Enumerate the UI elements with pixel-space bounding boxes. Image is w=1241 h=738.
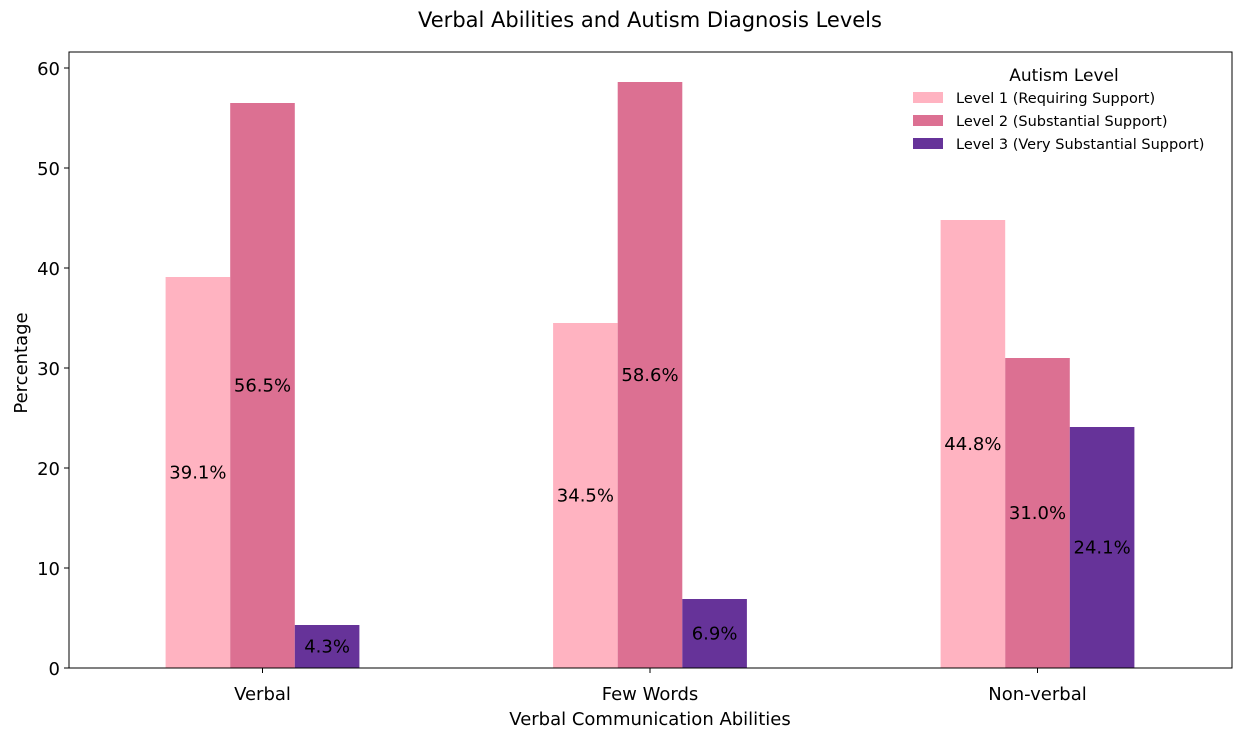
bar — [230, 103, 295, 668]
y-tick-label: 20 — [37, 459, 60, 480]
chart-title: Verbal Abilities and Autism Diagnosis Le… — [418, 8, 882, 32]
bar-value-label: 56.5% — [234, 376, 291, 397]
x-axis-label: Verbal Communication Abilities — [509, 709, 790, 730]
y-axis: 0 10 20 30 40 50 60 — [37, 59, 69, 680]
x-tick-label: Verbal — [234, 684, 291, 705]
y-axis-label: Percentage — [11, 312, 32, 413]
bar-value-label: 34.5% — [557, 486, 614, 507]
bar-value-label: 39.1% — [169, 463, 226, 484]
bar-value-label: 24.1% — [1074, 538, 1131, 559]
y-tick-label: 60 — [37, 59, 60, 80]
bar — [165, 277, 231, 668]
legend-swatch — [913, 92, 943, 103]
bar-value-label: 58.6% — [621, 365, 678, 386]
bars-group — [165, 82, 1135, 668]
bar-value-label: 4.3% — [304, 637, 350, 658]
legend-entry-label: Level 1 (Requiring Support) — [956, 91, 1155, 107]
legend-entry-label: Level 3 (Very Substantial Support) — [956, 137, 1204, 153]
legend-entry-label: Level 2 (Substantial Support) — [956, 114, 1168, 130]
bar — [940, 220, 1006, 668]
data-labels-group: 39.1% 34.5% 44.8% 56.5% 58.6% 31.0% 4.3% 6.9% 24… — [169, 365, 1130, 658]
bar — [1069, 427, 1135, 668]
y-tick-label: 40 — [37, 259, 60, 280]
x-axis: Verbal Few Words Non-verbal — [234, 668, 1087, 705]
legend: Autism Level Level 1 (Requiring Support)… — [913, 66, 1204, 153]
bar — [682, 599, 747, 668]
bar — [553, 323, 618, 668]
bar — [617, 82, 683, 668]
legend-swatch — [913, 138, 943, 149]
bar — [1005, 358, 1070, 668]
x-tick-label: Non-verbal — [988, 684, 1086, 705]
bar-value-label: 31.0% — [1009, 503, 1066, 524]
y-tick-label: 10 — [37, 559, 60, 580]
legend-title: Autism Level — [1009, 66, 1119, 86]
y-tick-label: 30 — [37, 359, 60, 380]
x-tick-label: Few Words — [602, 684, 699, 705]
y-tick-label: 50 — [37, 159, 60, 180]
bar-value-label: 44.8% — [944, 434, 1001, 455]
bar-value-label: 6.9% — [692, 624, 738, 645]
bar — [294, 625, 360, 668]
legend-swatch — [913, 115, 943, 126]
y-tick-label: 0 — [49, 659, 60, 680]
